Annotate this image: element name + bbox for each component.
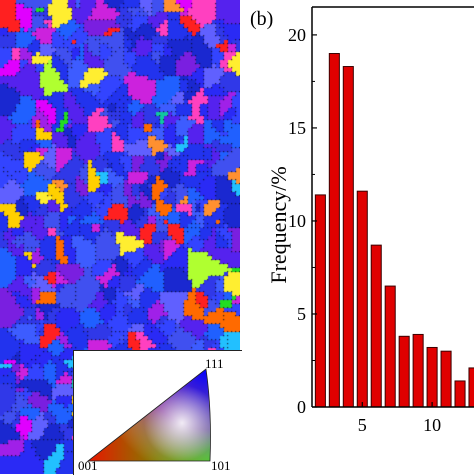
- y-tick-label-10: 10: [288, 211, 306, 231]
- bar-10: [426, 346, 438, 408]
- bar-11: [440, 350, 452, 408]
- ipf-triangle: [86, 368, 211, 462]
- panel-label: (b): [250, 8, 274, 30]
- ipf-color-key: 111 001 101: [73, 350, 242, 475]
- bar-6: [370, 244, 382, 408]
- y-tick-label-0: 0: [297, 397, 306, 417]
- frequency-histogram: 0 5 10 15 20 5 10 Frequency/%: [266, 6, 474, 435]
- ipf-label-111: 111: [205, 356, 224, 371]
- bar-9: [412, 333, 424, 408]
- x-tick-label-5: 5: [358, 415, 367, 435]
- bar-13: [468, 367, 474, 408]
- bar-4: [342, 66, 354, 408]
- ipf-label-101: 101: [211, 458, 231, 473]
- bar-7: [384, 285, 396, 408]
- bar-12: [454, 380, 466, 408]
- bar-group: [314, 53, 474, 408]
- bar-5: [356, 190, 368, 408]
- ipf-label-001: 001: [78, 458, 98, 473]
- tick-group: 0 5 10 15 20 5 10: [288, 25, 441, 435]
- y-axis-label: Frequency/%: [266, 166, 291, 283]
- y-tick-label-5: 5: [297, 304, 306, 324]
- bar-3: [328, 53, 340, 408]
- axes: [311, 6, 474, 408]
- y-tick-label-20: 20: [288, 25, 306, 45]
- bar-8: [398, 335, 410, 408]
- x-tick-label-10: 10: [423, 415, 441, 435]
- y-tick-label-15: 15: [288, 118, 306, 138]
- bar-2: [314, 194, 326, 408]
